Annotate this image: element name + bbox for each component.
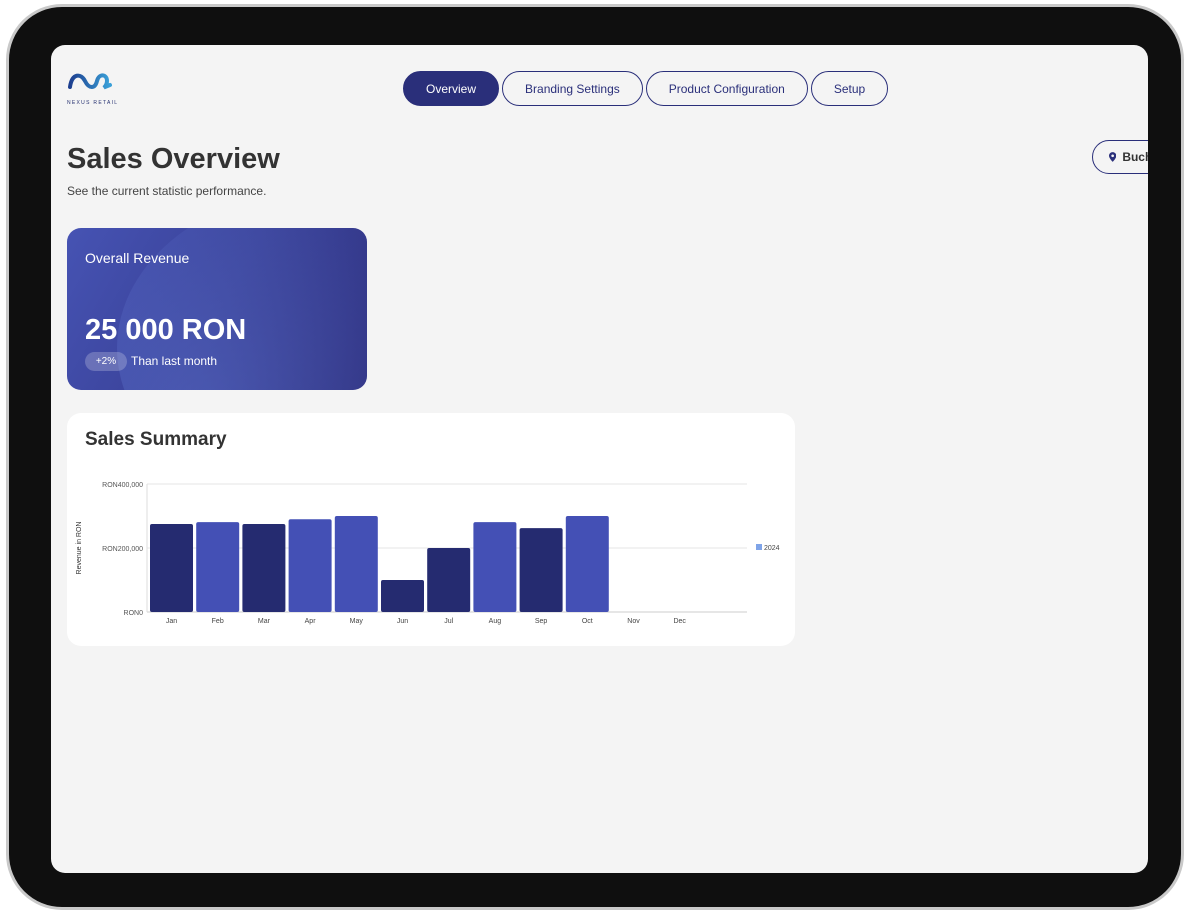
x-tick-label: Jul <box>444 618 453 625</box>
x-tick-label: Nov <box>627 618 640 625</box>
x-tick-label: Jan <box>166 618 177 625</box>
y-tick-label: RON200,000 <box>102 546 143 553</box>
y-tick-label: RON400,000 <box>102 482 143 489</box>
legend-swatch <box>756 544 762 550</box>
brand-name: NEXUS RETAIL <box>67 100 119 106</box>
x-tick-label: May <box>350 618 364 625</box>
x-tick-label: Apr <box>305 618 317 625</box>
x-tick-label: Dec <box>673 618 686 625</box>
revenue-label: Overall Revenue <box>85 250 190 266</box>
y-tick-label: RON0 <box>124 610 144 617</box>
bar-oct <box>565 516 609 612</box>
x-tick-label: Feb <box>212 618 224 625</box>
tablet-frame: NEXUS RETAIL Overview Branding Settings … <box>6 4 1184 910</box>
bar-sep <box>519 528 563 612</box>
x-tick-label: Aug <box>489 618 502 625</box>
x-tick-label: Mar <box>258 618 271 625</box>
top-nav: Overview Branding Settings Product Confi… <box>403 71 889 106</box>
sales-summary-title: Sales Summary <box>85 429 227 450</box>
page-subtitle: See the current statistic performance. <box>67 184 267 198</box>
tablet-bezel: NEXUS RETAIL Overview Branding Settings … <box>9 7 1181 907</box>
page-title: Sales Overview <box>67 143 280 175</box>
map-pin-icon <box>1109 152 1117 162</box>
y-axis-label: Revenue in RON <box>76 522 83 575</box>
tab-branding-settings[interactable]: Branding Settings <box>502 71 643 106</box>
tab-product-configuration[interactable]: Product Configuration <box>645 71 808 106</box>
sales-summary-card: Sales Summary RON0 RON200,000 RON400,000 Re… <box>67 413 795 646</box>
bar-mar <box>242 524 286 612</box>
revenue-value: 25 000 RON <box>85 314 247 346</box>
x-tick-label: Sep <box>535 618 548 625</box>
legend-label: 2024 <box>764 545 780 552</box>
card-decoration <box>117 228 367 390</box>
overall-revenue-card: Overall Revenue 25 000 RON +2% Than last… <box>67 228 367 390</box>
logo-wave-icon <box>68 73 112 90</box>
change-badge: +2% <box>85 352 127 371</box>
location-selector[interactable]: Bucharest <box>1092 140 1148 174</box>
tab-overview[interactable]: Overview <box>403 71 500 106</box>
bar-feb <box>196 522 240 612</box>
tab-setup[interactable]: Setup <box>810 71 889 106</box>
comparison-text: Than last month <box>131 354 218 368</box>
app-screen: NEXUS RETAIL Overview Branding Settings … <box>51 45 1148 873</box>
bar-may <box>334 516 378 612</box>
bar-jul <box>427 548 471 612</box>
x-tick-label: Oct <box>582 618 593 625</box>
bar-jun <box>381 580 424 612</box>
sales-bar-chart: RON0 RON200,000 RON400,000 Revenue in RON Ja… <box>76 482 780 625</box>
brand-logo[interactable]: NEXUS RETAIL <box>67 69 117 106</box>
bar-aug <box>473 522 517 612</box>
location-label: Bucharest <box>1122 150 1148 164</box>
x-tick-label: Jun <box>397 618 408 625</box>
bar-apr <box>288 519 332 612</box>
bar-jan <box>150 524 193 612</box>
